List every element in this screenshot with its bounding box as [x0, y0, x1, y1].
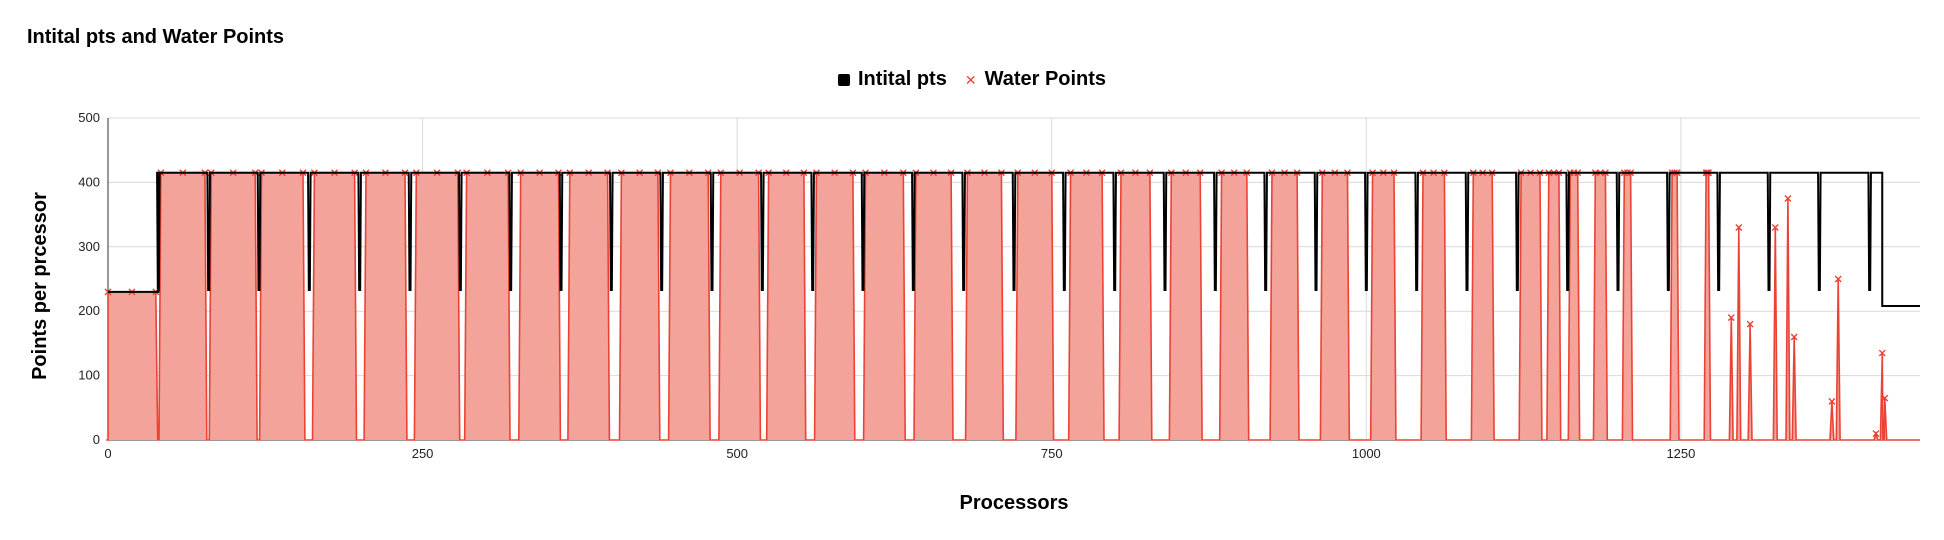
legend: Intital pts ✕ Water Points [0, 68, 1944, 91]
x-axis-title: Processors [960, 492, 1069, 514]
water-point-marker [1727, 314, 1735, 322]
y-axis-title: Points per prcessor [29, 192, 51, 380]
water-point-marker [1881, 394, 1889, 402]
y-tick-label: 100 [78, 368, 100, 383]
axes: 0 100 200 300 400 500 0 250 500 750 1000 1250 [78, 110, 1695, 461]
water-point-marker [1834, 275, 1842, 283]
legend-item-water[interactable]: ✕ Water Points [965, 68, 1106, 91]
x-tick-label: 750 [1041, 446, 1063, 461]
water-point-marker [1790, 333, 1798, 341]
legend-label-water: Water Points [984, 68, 1107, 90]
water-point-marker [1735, 223, 1743, 231]
legend-label-initial: Intital pts [857, 68, 947, 90]
water-point-marker [1878, 349, 1886, 357]
x-tick-label: 0 [104, 446, 111, 461]
initial-pts-series[interactable] [108, 171, 1920, 308]
water-point-marker [1771, 223, 1779, 231]
y-tick-label: 400 [78, 174, 100, 189]
y-tick-label: 500 [78, 110, 100, 125]
initial-pts-line [108, 171, 1920, 308]
legend-item-initial[interactable]: Intital pts [837, 68, 947, 91]
y-tick-label: 0 [93, 432, 100, 447]
legend-x-marker-icon: ✕ [964, 71, 977, 88]
y-tick-label: 200 [78, 303, 100, 318]
x-tick-label: 500 [726, 446, 748, 461]
water-point-marker [1828, 397, 1836, 405]
water-point-marker [1784, 195, 1792, 202]
x-tick-label: 250 [412, 446, 434, 461]
legend-swatch-initial [837, 73, 850, 86]
water-point-marker [1746, 320, 1754, 328]
water-point-marker [1872, 430, 1880, 438]
x-tick-label: 1250 [1666, 446, 1695, 461]
y-tick-label: 300 [78, 239, 100, 254]
x-tick-label: 1000 [1352, 446, 1381, 461]
chart-title: Intital pts and Water Points [27, 26, 285, 48]
